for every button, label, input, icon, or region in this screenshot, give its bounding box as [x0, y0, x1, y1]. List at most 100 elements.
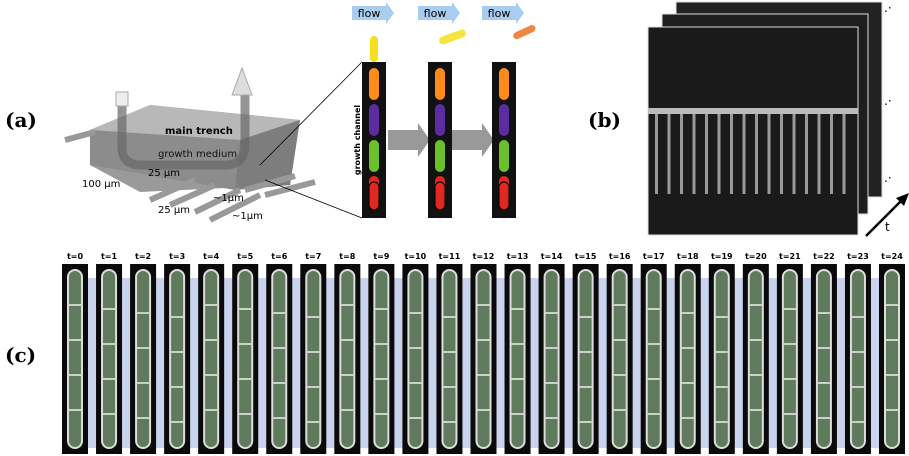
channel	[793, 114, 796, 194]
channel	[755, 114, 758, 194]
cell	[435, 104, 445, 136]
cell	[512, 24, 537, 40]
channel	[780, 114, 783, 194]
timepoint-label: t=24	[881, 252, 903, 261]
timepoint-label: t=21	[779, 252, 801, 261]
channel-outline	[102, 270, 116, 448]
timepoint-label: t=0	[67, 252, 84, 261]
channel	[730, 114, 733, 194]
timepoint-label: t=1	[101, 252, 118, 261]
figure: (a) (b) (c) main trench growth medium 10…	[0, 0, 909, 456]
flow-arrow-head	[386, 2, 394, 24]
timepoint-label: t=14	[541, 252, 563, 261]
channel-outline	[613, 270, 627, 448]
cell	[369, 182, 379, 210]
channel	[768, 114, 771, 194]
timepoint-label: t=17	[643, 252, 665, 261]
timepoint-label: t=7	[305, 252, 321, 261]
panel-label: (c)	[5, 343, 36, 367]
cell	[438, 28, 467, 45]
channel-outline	[68, 270, 82, 448]
device-label: main trench	[165, 126, 233, 137]
svg-text:.·: .·	[884, 171, 892, 185]
channel-outline	[272, 270, 286, 448]
device-label: growth medium	[158, 149, 237, 160]
channel	[668, 114, 671, 194]
channel-outline	[885, 270, 899, 448]
device-label: 25 μm	[158, 205, 190, 216]
channel-outline	[545, 270, 559, 448]
channel-outline	[408, 270, 422, 448]
flow-arrow-head	[452, 2, 460, 24]
timepoint-label: t=12	[473, 252, 495, 261]
cell	[499, 68, 509, 100]
device-label: ~1μm	[213, 193, 244, 204]
channel-outline	[817, 270, 831, 448]
channel-outline	[681, 270, 695, 448]
cell	[499, 104, 509, 136]
channel	[805, 114, 808, 194]
channel-outline	[136, 270, 150, 448]
timepoint-label: t=16	[609, 252, 631, 261]
channel-outline	[511, 270, 525, 448]
timepoint-label: t=20	[745, 252, 767, 261]
timepoint-label: t=19	[711, 252, 733, 261]
cell	[369, 68, 379, 100]
cell	[435, 182, 445, 210]
channel-outline	[783, 270, 797, 448]
page: (a) (b) (c) main trench growth medium 10…	[0, 0, 909, 456]
channel-outline	[749, 270, 763, 448]
flow-label: flow	[488, 7, 511, 20]
timepoint-label: t=9	[373, 252, 390, 261]
svg-text:.·: .·	[884, 94, 892, 108]
timepoint-label: t=23	[847, 252, 869, 261]
timepoint-label: t=11	[439, 252, 461, 261]
timepoint-label: t=22	[813, 252, 835, 261]
flow-diagram: flow flow flow	[352, 2, 537, 218]
cell	[370, 36, 378, 62]
channel	[743, 114, 746, 194]
channel	[655, 114, 658, 194]
timepoint-label: t=8	[339, 252, 356, 261]
panel-label: (a)	[5, 108, 37, 132]
timepoint-label: t=18	[677, 252, 699, 261]
time-axis-label: t	[885, 220, 890, 234]
panel-label: (b)	[588, 108, 621, 132]
image-stack: .· .· .·	[648, 1, 909, 236]
channel-outline	[647, 270, 661, 448]
timepoint-label: t=6	[271, 252, 288, 261]
device-label: ~1μm	[232, 211, 263, 222]
channel	[693, 114, 696, 194]
cell	[435, 140, 445, 172]
growth-channel-label: growth channel	[353, 105, 362, 176]
device-label: 25 μm	[148, 168, 180, 179]
cell	[499, 182, 509, 210]
timepoint-label: t=5	[237, 252, 254, 261]
channel-outline	[204, 270, 218, 448]
channel	[705, 114, 708, 194]
cell	[369, 140, 379, 172]
timepoint-label: t=4	[203, 252, 220, 261]
flow-label: flow	[358, 7, 381, 20]
device-label: 100 μm	[82, 179, 120, 190]
timepoint-label: t=3	[169, 252, 185, 261]
channel	[843, 114, 846, 194]
timepoint-label: t=10	[405, 252, 427, 261]
channel-outline	[340, 270, 354, 448]
channel-outline	[477, 270, 491, 448]
cell	[369, 104, 379, 136]
channel	[830, 114, 833, 194]
channel	[718, 114, 721, 194]
flow-arrow-head	[516, 2, 524, 24]
channel	[818, 114, 821, 194]
timepoint-label: t=15	[575, 252, 597, 261]
channel-outline	[238, 270, 252, 448]
svg-text:.·: .·	[884, 1, 892, 15]
flow-label: flow	[424, 7, 447, 20]
channel	[680, 114, 683, 194]
cell	[499, 140, 509, 172]
timepoint-label: t=2	[135, 252, 151, 261]
channel-outline	[374, 270, 388, 448]
timepoint-label: t=13	[507, 252, 529, 261]
cell	[435, 68, 445, 100]
